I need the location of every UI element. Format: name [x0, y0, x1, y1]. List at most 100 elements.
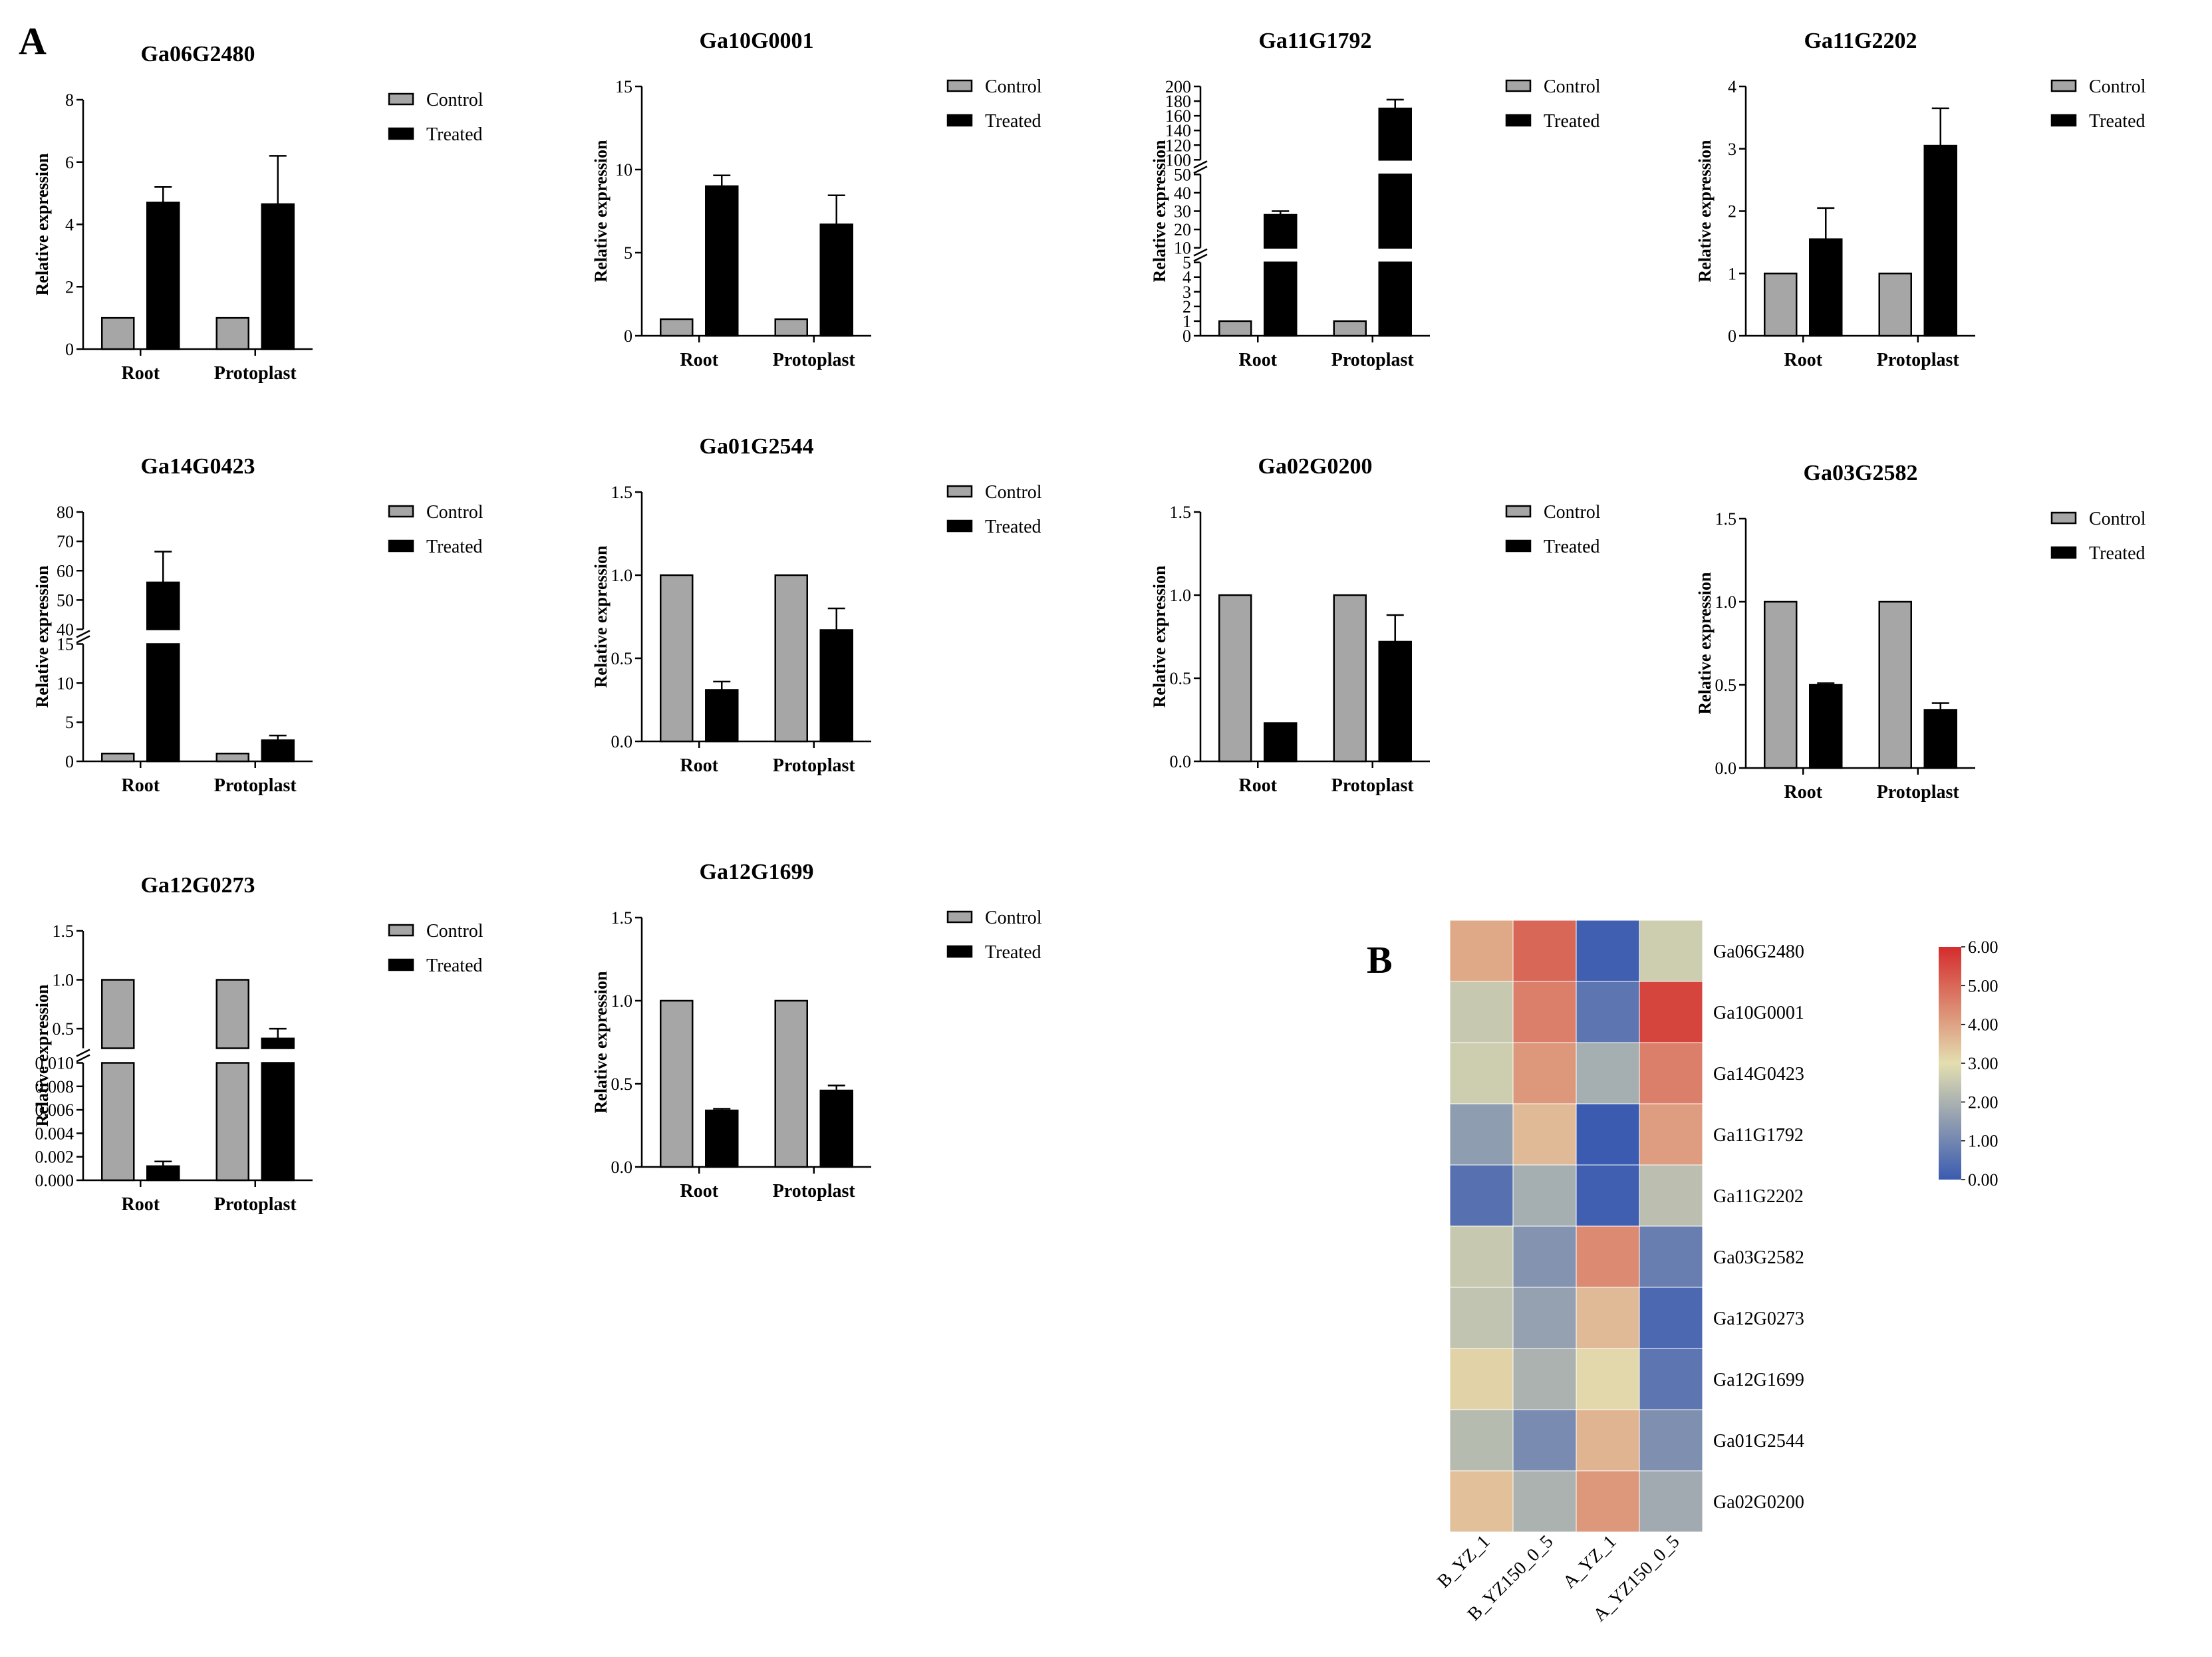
bar-treated-root — [705, 1109, 739, 1168]
legend-swatch-treated — [2050, 546, 2077, 559]
y-tick-label: 0.0 — [1170, 752, 1192, 771]
legend-label-treated: Treated — [985, 517, 1041, 537]
chart-ga03g2582: Ga03G2582 Relative expression 0.0 0.5 1.0 1.5… — [1695, 461, 2146, 803]
heatmap-cell — [1449, 1470, 1514, 1533]
heatmap-cell — [1512, 1103, 1577, 1166]
y-tick-label: 2 — [1182, 297, 1191, 317]
x-tick-label-protoplast: Protoplast — [214, 363, 297, 384]
legend-label-treated: Treated — [1544, 537, 1600, 557]
y-tick-label: 3 — [1182, 283, 1191, 302]
heatmap-cell — [1449, 1287, 1514, 1349]
legend-swatch-control — [2050, 511, 2077, 525]
bar-treated-root-seg0 — [146, 1165, 180, 1182]
heatmap-cell — [1512, 1042, 1577, 1104]
chart-ga11g1792: Ga11G1792 Relative expression 012345102030… — [1150, 29, 1601, 370]
x-tick-label-protoplast: Protoplast — [214, 775, 297, 796]
legend-swatch-treated — [946, 945, 973, 958]
y-tick-label: 0.5 — [1715, 676, 1737, 695]
colorbar-tick-label: 3.00 — [1968, 1054, 1999, 1073]
heatmap-cell — [1639, 920, 1703, 982]
bar-control-protoplast-seg1 — [215, 979, 249, 1049]
bar-control-root-seg0 — [101, 752, 135, 763]
bar-treated-root — [1809, 238, 1843, 337]
chart-ga12g0273: Ga12G0273 Relative expression 0.000 0.002 0.… — [33, 873, 484, 1215]
bar-treated-root-seg1 — [1264, 213, 1298, 249]
bar-control-root-seg0 — [1218, 320, 1252, 337]
bar-control-root-seg1 — [101, 979, 135, 1049]
legend-label-control: Control — [426, 502, 484, 523]
y-tick-label: 0.010 — [35, 1054, 74, 1073]
bar-treated-protoplast-seg1 — [261, 1037, 295, 1049]
chart-title: Ga12G0273 — [141, 873, 255, 898]
legend-label-treated: Treated — [426, 124, 483, 145]
bar-treated-protoplast — [261, 203, 295, 350]
y-tick-label: 40 — [1174, 184, 1191, 203]
heatmap-cell — [1639, 1348, 1703, 1410]
heatmap-cell — [1576, 920, 1640, 982]
bar-treated-protoplast-seg0 — [261, 739, 295, 763]
x-tick-label-root: Root — [121, 363, 160, 384]
heatmap-cell — [1512, 1225, 1577, 1288]
bar-control-protoplast — [1878, 600, 1912, 769]
heatmap-cell — [1512, 1164, 1577, 1227]
y-tick-label: 0.008 — [35, 1077, 74, 1096]
panel-label-a: A — [19, 19, 47, 63]
y-tick-label: 1.0 — [1715, 592, 1737, 612]
y-tick-label: 1.5 — [1170, 503, 1192, 522]
legend-swatch-control — [388, 505, 414, 518]
heatmap-cell — [1576, 1470, 1640, 1533]
y-tick-label: 50 — [1174, 165, 1191, 184]
legend-label-control: Control — [985, 76, 1042, 97]
y-tick-label: 15 — [615, 77, 632, 96]
y-tick-label: 4 — [1182, 268, 1191, 287]
y-tick-label: 0.0 — [611, 732, 633, 751]
heatmap-cell — [1449, 981, 1514, 1043]
axis-break-mark — [1193, 253, 1208, 262]
bar-control-protoplast — [774, 574, 808, 743]
bar-treated-protoplast — [1923, 709, 1957, 769]
legend-swatch-control — [1505, 505, 1532, 518]
heatmap-column-label: A_YZ_1 — [1559, 1531, 1620, 1593]
chart-ga12g1699: Ga12G1699 Relative expression 0.0 0.5 1.0 1.5… — [591, 860, 1042, 1202]
legend-swatch-treated — [1505, 539, 1532, 553]
y-tick-label: 8 — [65, 90, 74, 110]
chart-title: Ga11G2202 — [1804, 29, 1917, 53]
heatmap-cell — [1449, 920, 1514, 982]
legend-label-control: Control — [1544, 76, 1601, 97]
legend-label-control: Control — [2089, 76, 2146, 97]
heatmap-row-label: Ga02G0200 — [1713, 1492, 1804, 1513]
legend-label-treated: Treated — [985, 111, 1041, 132]
legend-label-treated: Treated — [426, 956, 483, 976]
bar-control-root — [1218, 594, 1252, 763]
y-tick-label: 10 — [615, 160, 632, 180]
legend-swatch-treated — [388, 958, 414, 971]
y-tick-label: 0.006 — [35, 1100, 74, 1120]
y-tick-label: 40 — [57, 620, 74, 640]
bar-treated-protoplast — [819, 1089, 853, 1168]
legend-swatch-treated — [388, 539, 414, 553]
heatmap-row-label: Ga14G0423 — [1713, 1064, 1804, 1084]
y-axis-label: Relative expression — [33, 565, 52, 708]
legend-swatch-control — [946, 485, 973, 498]
bar-treated-root-seg0 — [146, 643, 180, 763]
x-tick-label-root: Root — [121, 775, 160, 796]
bar-control-protoplast-seg0 — [1333, 320, 1367, 337]
heatmap-cell — [1639, 1103, 1703, 1166]
y-tick-label: 4 — [65, 215, 74, 235]
heatmap-cell — [1449, 1409, 1514, 1471]
legend-swatch-control — [2050, 79, 2077, 92]
heatmap-cell — [1639, 1409, 1703, 1471]
y-tick-label: 200 — [1165, 77, 1191, 96]
y-tick-label: 0 — [1182, 326, 1191, 346]
bar-control-root — [101, 317, 135, 350]
colorbar-tick-label: 5.00 — [1968, 976, 1999, 995]
y-tick-label: 1.5 — [53, 922, 74, 941]
x-tick-label-protoplast: Protoplast — [1331, 350, 1415, 370]
y-tick-label: 0 — [65, 752, 74, 771]
heatmap-cell — [1576, 981, 1640, 1043]
y-axis-label: Relative expression — [591, 971, 611, 1114]
x-tick-label-root: Root — [680, 350, 718, 370]
x-tick-label-root: Root — [1238, 350, 1277, 370]
y-tick-label: 1.0 — [611, 991, 633, 1011]
y-tick-label: 0.5 — [1170, 669, 1192, 688]
